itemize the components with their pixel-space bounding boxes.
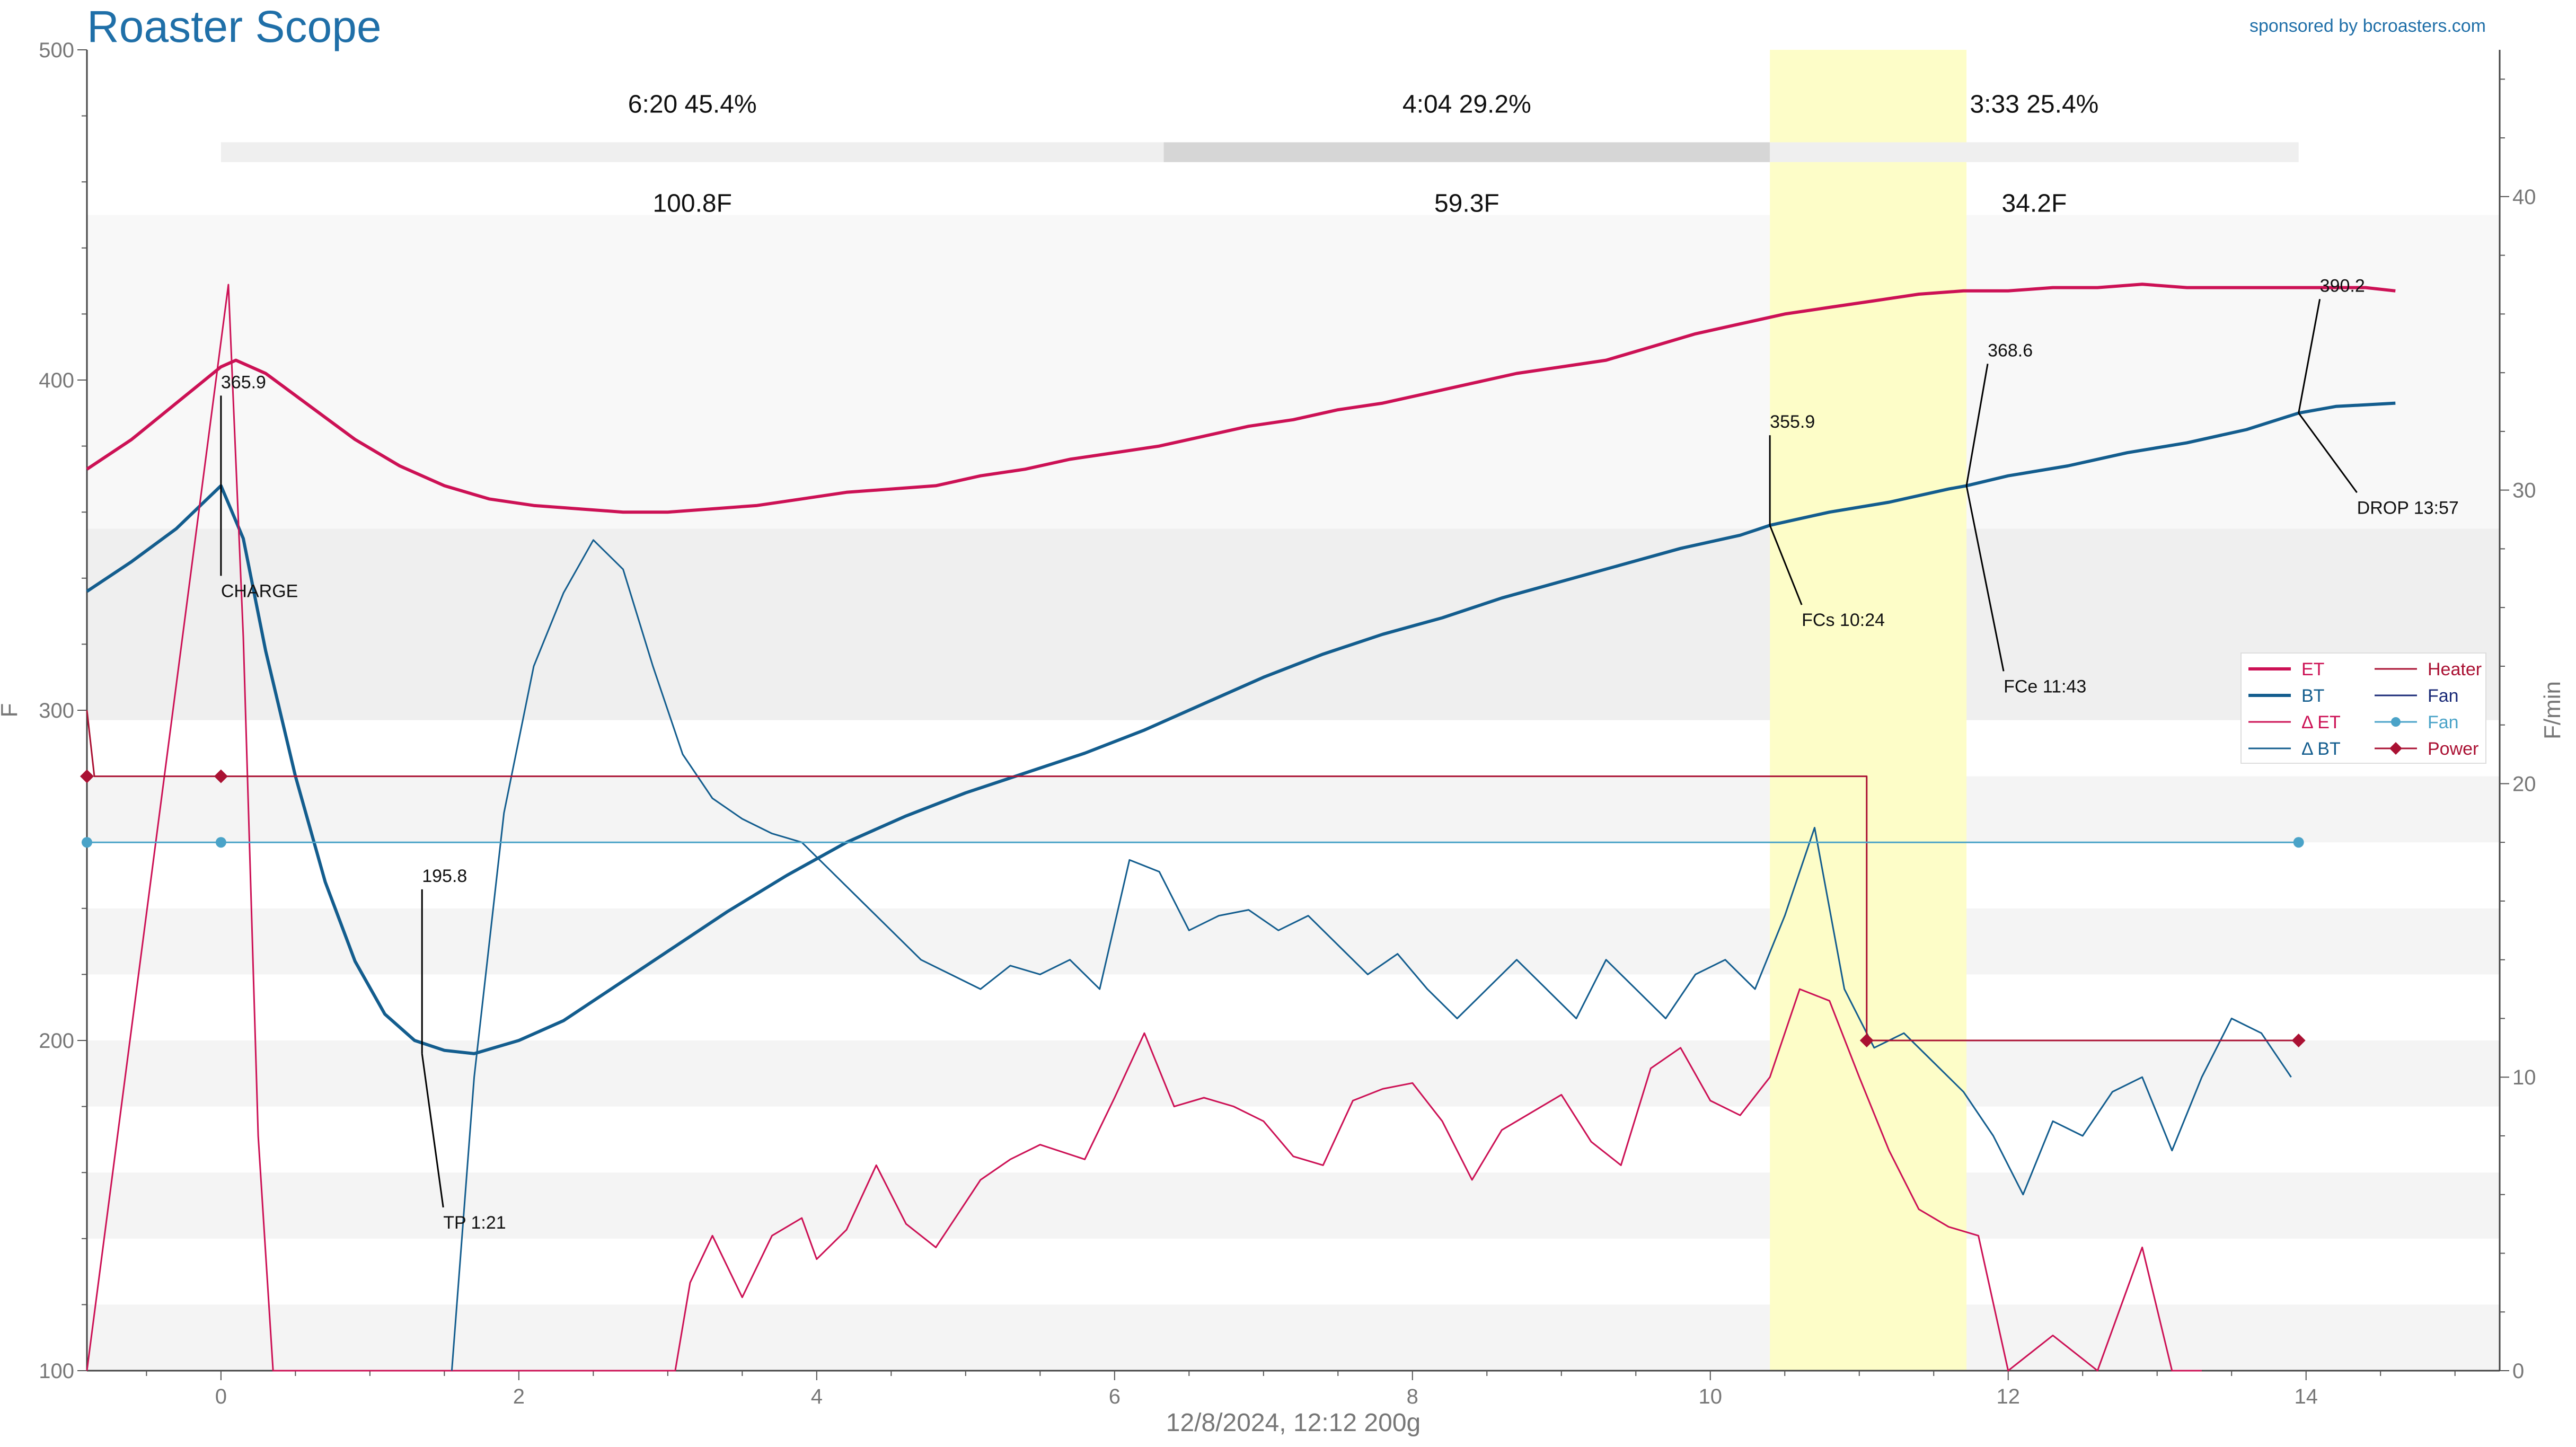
- x-axis-tick-label: 8: [1407, 1385, 1418, 1408]
- right-axis-tick-label: 0: [2512, 1360, 2524, 1383]
- legend-entry-label: Heater: [2428, 659, 2482, 680]
- legend-entry-label: ET: [2301, 659, 2324, 680]
- phase-delta-label: 100.8F: [652, 189, 731, 217]
- legend-entry-label: Δ ET: [2301, 712, 2341, 733]
- annotation-leader: [421, 1053, 444, 1208]
- legend-entry-label: Power: [2428, 739, 2478, 759]
- power-marker: [80, 769, 94, 783]
- annotation-event: FCe 11:43: [2004, 676, 2086, 696]
- legend-entry-label: Fan: [2428, 686, 2459, 706]
- annotation-value: 365.9: [221, 372, 266, 392]
- x-axis-tick-label: 0: [215, 1385, 227, 1408]
- chart-footer: 12/8/2024, 12:12 200g: [1166, 1409, 1421, 1437]
- background-band: [87, 528, 2500, 720]
- annotation-event: FCs 10:24: [1802, 610, 1885, 630]
- power-marker: [2291, 1034, 2306, 1047]
- x-axis-tick-label: 4: [811, 1385, 823, 1408]
- left-axis-tick-label: 500: [39, 39, 74, 62]
- background-band: [87, 1040, 2500, 1107]
- legend-marker: [2389, 742, 2402, 755]
- series-et-line: [86, 284, 2202, 1372]
- fan-marker: [215, 837, 226, 848]
- annotation-value: 355.9: [1770, 412, 1815, 432]
- series-heater-line: [86, 710, 2299, 1042]
- annotation-leader: [2298, 412, 2358, 493]
- first-crack-band: [1770, 50, 1967, 1371]
- background-band: [87, 776, 2500, 843]
- annotation-leader: [2298, 299, 2321, 413]
- left-axis-tick-label: 400: [39, 369, 74, 392]
- right-axis-label: F/min: [2539, 681, 2565, 739]
- annotation-leader: [1769, 525, 1803, 605]
- background-band: [87, 908, 2500, 975]
- annotation-value: 368.6: [1988, 340, 2033, 360]
- phase-delta-label: 59.3F: [1434, 189, 1499, 217]
- power-marker: [1859, 1034, 1874, 1047]
- legend-entry-label: Fan: [2428, 712, 2459, 733]
- legend-entry-label: Δ BT: [2301, 739, 2341, 759]
- sponsor-link[interactable]: sponsored by bcroasters.com: [2249, 16, 2486, 36]
- x-axis-tick-label: 12: [1996, 1385, 2020, 1408]
- app-title: Roaster Scope: [87, 2, 382, 51]
- annotation-leader: [1965, 486, 2005, 672]
- background-band: [87, 1172, 2500, 1239]
- phase-delta-label: 34.2F: [2002, 189, 2067, 217]
- legend-box: [2240, 652, 2486, 764]
- phase-bar-segment: [1163, 142, 1770, 162]
- left-axis-label: F: [0, 703, 22, 718]
- right-axis-tick-label: 30: [2512, 479, 2536, 502]
- x-axis-tick-label: 2: [513, 1385, 525, 1408]
- background-band: [87, 1304, 2500, 1371]
- background-band: [87, 215, 2500, 529]
- right-axis-tick-label: 20: [2512, 772, 2536, 796]
- series-et-line: [86, 283, 2396, 514]
- annotation-value: 390.2: [2320, 276, 2365, 296]
- x-axis-tick-label: 6: [1109, 1385, 1121, 1408]
- annotation-event: TP 1:21: [443, 1213, 506, 1233]
- power-marker: [214, 769, 228, 783]
- series-bt-line: [86, 401, 2396, 1055]
- phase-bar-segment: [220, 142, 1164, 162]
- x-axis-tick-label: 14: [2294, 1385, 2318, 1408]
- x-axis-tick-label: 10: [1699, 1385, 1723, 1408]
- left-axis-tick-label: 100: [39, 1360, 74, 1383]
- series-bt-line: [451, 539, 2292, 1371]
- phase-time-label: 6:20 45.4%: [628, 90, 757, 118]
- annotation-event: DROP 13:57: [2357, 498, 2459, 518]
- phase-bar-segment: [1770, 142, 2299, 162]
- annotation-leader: [1965, 364, 1989, 486]
- fan-marker: [82, 837, 92, 848]
- left-axis-tick-label: 300: [39, 699, 74, 722]
- annotation-value: 195.8: [422, 866, 467, 886]
- fan-marker: [2293, 837, 2304, 848]
- legend-marker: [2391, 717, 2401, 727]
- right-axis-tick-label: 40: [2512, 186, 2536, 209]
- right-axis-tick-label: 10: [2512, 1066, 2536, 1089]
- legend-entry-label: BT: [2301, 686, 2324, 706]
- phase-time-label: 3:33 25.4%: [1970, 90, 2098, 118]
- phase-time-label: 4:04 29.2%: [1402, 90, 1531, 118]
- annotation-event: CHARGE: [221, 581, 298, 601]
- left-axis-tick-label: 200: [39, 1029, 74, 1053]
